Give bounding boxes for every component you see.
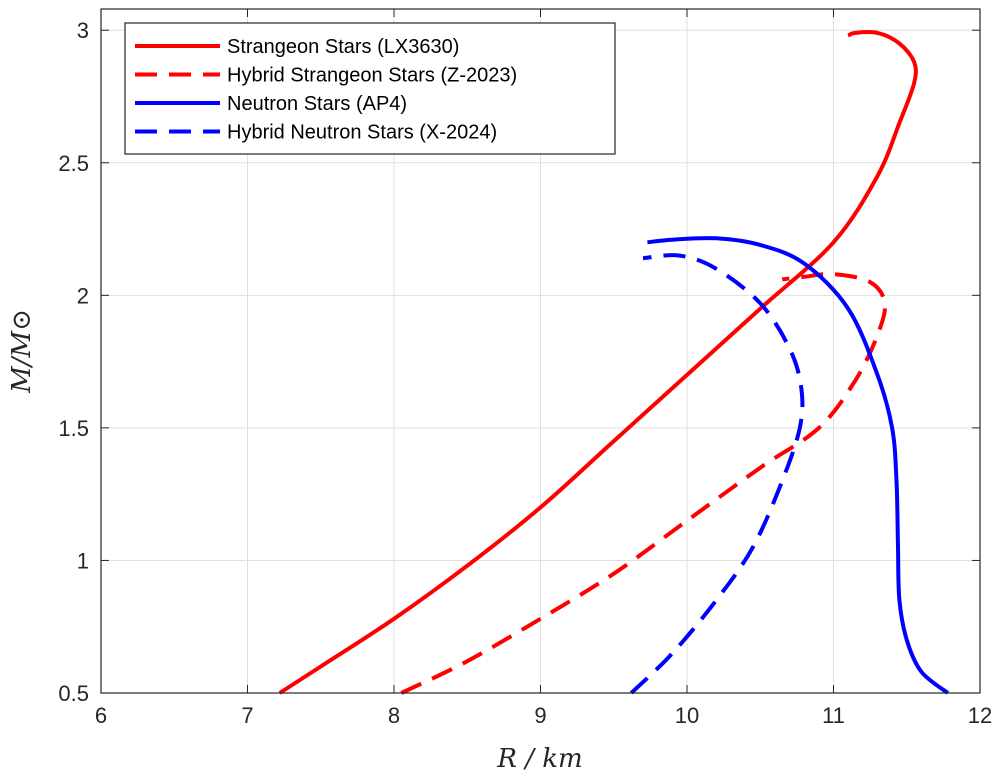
legend-label-3: Neutron Stars (AP4) — [227, 93, 407, 115]
y-tick-label: 1.5 — [58, 416, 89, 441]
series-line-2 — [400, 271, 888, 695]
x-tick-label: 8 — [388, 703, 400, 728]
x-tick-label: 9 — [534, 703, 546, 728]
legend-label-1: Strangeon Stars (LX3630) — [227, 36, 459, 58]
legend: Strangeon Stars (LX3630) Hybrid Strangeon… — [124, 22, 616, 155]
x-tick-label: 6 — [95, 703, 107, 728]
x-tick-label: 11 — [822, 703, 845, 728]
y-tick-label: 3 — [77, 18, 89, 43]
series-line-1 — [278, 29, 918, 695]
series-line-3 — [647, 236, 950, 695]
y-tick-label: 2 — [77, 283, 89, 308]
x-tick-label: 10 — [675, 703, 699, 728]
y-tick-label: 0.5 — [58, 681, 89, 706]
y-tick-label: 2.5 — [58, 151, 89, 176]
x-tick-label: 7 — [241, 703, 253, 728]
y-tick-label: 1 — [77, 548, 89, 573]
y-axis-label: M/M⊙ — [7, 309, 37, 394]
series-line-4 — [629, 253, 805, 695]
x-tick-label: 12 — [968, 703, 992, 728]
series-group — [278, 29, 950, 695]
legend-label-4: Hybrid Neutron Stars (X-2024) — [227, 122, 497, 144]
legend-label-2: Hybrid Strangeon Stars (Z-2023) — [227, 65, 517, 87]
x-axis-label: R / km — [496, 744, 582, 774]
axis-ticks: 6 7 8 9 10 11 12 0.5 1 1.5 2 2.5 3 — [58, 9, 992, 728]
